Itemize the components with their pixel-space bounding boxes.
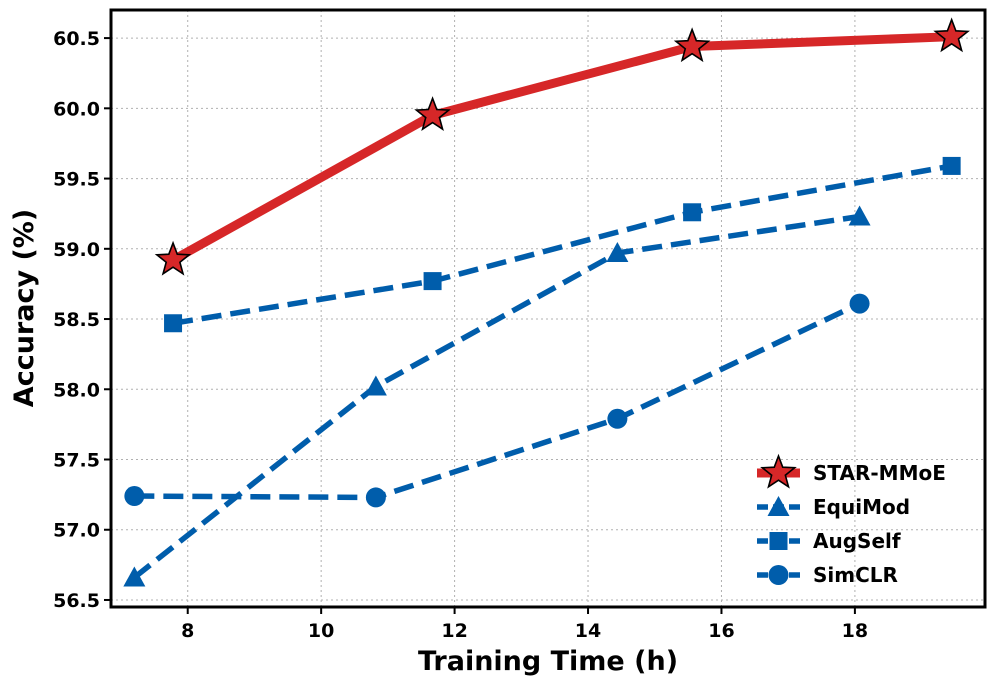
x-tick-label: 16 xyxy=(708,620,734,642)
series-line-simclr xyxy=(134,301,861,501)
series-line-star-mmoe xyxy=(168,32,957,265)
legend-entry-star-mmoe: STAR-MMoE xyxy=(757,453,946,489)
series-star-mmoe xyxy=(154,17,970,276)
series-augself xyxy=(164,156,961,333)
legend: STAR-MMoE EquiMod AugSelf SimCLR xyxy=(757,453,946,587)
y-tick-label: 60.0 xyxy=(53,98,100,120)
y-tick-label: 57.5 xyxy=(53,450,100,472)
y-tick-label: 58.0 xyxy=(53,379,100,401)
ticks: 8 10 12 14 16 18 56.5 57.0 57.5 58.0 58.5 59.0 59.5 6… xyxy=(53,28,868,642)
legend-marker-star-mmoe xyxy=(760,453,797,489)
data-point-augself xyxy=(683,203,702,222)
data-point-simclr xyxy=(124,486,145,507)
data-point-augself xyxy=(942,156,961,175)
series-equimod xyxy=(123,205,871,587)
data-point-star-mmoe xyxy=(414,96,451,131)
data-point-simclr xyxy=(365,487,386,508)
y-tick-label: 57.0 xyxy=(53,520,100,542)
x-tick-label: 10 xyxy=(308,620,334,642)
data-point-simclr xyxy=(607,408,628,429)
x-axis-title: Training Time (h) xyxy=(418,646,678,677)
y-tick-label: 59.5 xyxy=(53,169,100,191)
data-point-equimod xyxy=(606,242,629,263)
legend-marker-equimod xyxy=(767,496,790,516)
x-tick-label: 18 xyxy=(842,620,868,642)
legend-entry-augself: AugSelf xyxy=(757,529,901,553)
series-simclr xyxy=(124,293,870,508)
series-layer xyxy=(123,17,970,587)
legend-marker-simclr xyxy=(768,565,789,585)
legend-label-simclr: SimCLR xyxy=(813,563,898,587)
data-point-augself xyxy=(423,272,442,291)
legend-label-star-mmoe: STAR-MMoE xyxy=(813,461,946,485)
grid xyxy=(111,10,985,607)
data-point-star-mmoe xyxy=(673,27,711,63)
y-tick-label: 58.5 xyxy=(53,309,100,331)
x-tick-label: 8 xyxy=(181,620,194,642)
y-tick-label: 59.0 xyxy=(53,239,100,261)
legend-label-equimod: EquiMod xyxy=(813,495,910,519)
x-tick-label: 12 xyxy=(441,620,467,642)
data-point-equimod xyxy=(364,375,387,396)
data-point-equimod xyxy=(848,205,871,226)
legend-entry-equimod: EquiMod xyxy=(757,495,910,519)
series-line-augself xyxy=(172,163,953,326)
data-point-simclr xyxy=(849,293,870,314)
legend-label-augself: AugSelf xyxy=(813,529,901,553)
series-line-equimod xyxy=(132,213,860,580)
data-point-star-mmoe xyxy=(933,17,970,53)
data-point-augself xyxy=(164,314,183,333)
y-tick-label: 60.5 xyxy=(53,28,100,50)
legend-entry-simclr: SimCLR xyxy=(757,563,898,587)
data-point-equimod xyxy=(123,566,146,587)
legend-marker-augself xyxy=(769,532,788,550)
y-axis-title: Accuracy (%) xyxy=(9,209,40,407)
x-tick-label: 14 xyxy=(575,620,601,642)
data-point-star-mmoe xyxy=(154,240,192,276)
y-tick-label: 56.5 xyxy=(53,590,100,612)
plot-frame xyxy=(109,8,987,609)
